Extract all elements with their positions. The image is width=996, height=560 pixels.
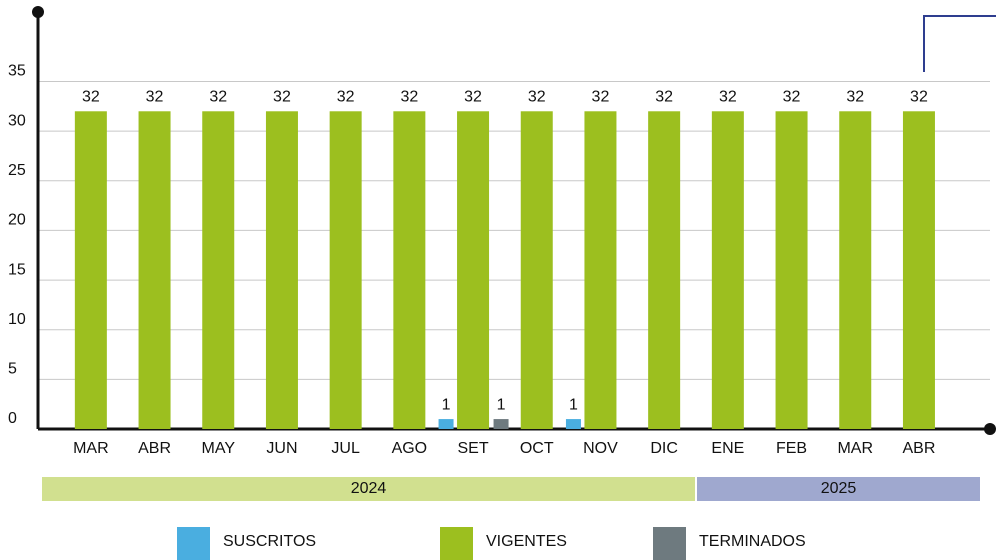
x-tick-label: AGO (392, 440, 428, 457)
bar (138, 111, 171, 430)
bar (74, 111, 107, 430)
year-band (697, 477, 980, 501)
value-label: 32 (464, 89, 482, 106)
value-label: 1 (442, 396, 451, 413)
y-tick-label: 35 (8, 63, 26, 80)
legend-label: SUSCRITOS (223, 533, 316, 550)
x-tick-label: ENE (711, 440, 744, 457)
bar (839, 111, 872, 430)
legend-swatch (440, 527, 473, 560)
value-label: 32 (146, 89, 164, 106)
x-tick-label: SET (457, 440, 488, 457)
value-label: 32 (592, 89, 610, 106)
legend-swatch (177, 527, 210, 560)
value-label: 32 (400, 89, 418, 106)
value-label: 32 (528, 89, 546, 106)
legend-swatch (653, 527, 686, 560)
value-label: 32 (719, 89, 737, 106)
value-label: 32 (337, 89, 355, 106)
x-tick-label: JUN (266, 440, 297, 457)
value-label: 32 (783, 89, 801, 106)
bar (202, 111, 235, 430)
value-label: 1 (569, 396, 578, 413)
bar (584, 111, 617, 430)
value-label: 32 (273, 89, 291, 106)
y-tick-label: 10 (8, 311, 26, 328)
year-band (42, 477, 695, 501)
bar (457, 111, 490, 430)
x-tick-label: MAY (202, 440, 236, 457)
bar (711, 111, 744, 430)
value-label: 32 (910, 89, 928, 106)
y-tick-label: 15 (8, 261, 26, 278)
bar (265, 111, 298, 430)
bar (393, 111, 426, 430)
y-tick-label: 0 (8, 410, 17, 427)
axis-end (984, 423, 996, 435)
x-tick-label: ABR (902, 440, 935, 457)
x-tick-label: DIC (650, 440, 678, 457)
value-label: 32 (209, 89, 227, 106)
legend-label: VIGENTES (486, 533, 567, 550)
year-label: 2025 (821, 480, 857, 497)
y-tick-label: 5 (8, 361, 17, 378)
year-label: 2024 (351, 480, 387, 497)
x-tick-label: JUL (331, 440, 360, 457)
legend-label: TERMINADOS (699, 533, 806, 550)
x-tick-label: MAR (73, 440, 109, 457)
bar (902, 111, 935, 430)
x-tick-label: OCT (520, 440, 554, 457)
value-label: 32 (82, 89, 100, 106)
value-label: 1 (497, 396, 506, 413)
bar (775, 111, 808, 430)
y-tick-label: 30 (8, 112, 26, 129)
bar (329, 111, 362, 430)
value-label: 32 (655, 89, 673, 106)
x-tick-label: NOV (583, 440, 618, 457)
decoration-line (923, 15, 996, 72)
bar (520, 111, 553, 430)
bar (493, 419, 509, 429)
y-tick-label: 20 (8, 212, 26, 229)
value-label: 32 (846, 89, 864, 106)
bar (438, 419, 454, 429)
y-tick-label: 25 (8, 162, 26, 179)
axis-end (32, 6, 44, 18)
bar (565, 419, 581, 429)
x-tick-label: FEB (776, 440, 807, 457)
x-tick-label: ABR (138, 440, 171, 457)
x-tick-label: MAR (837, 440, 873, 457)
bar (648, 111, 681, 430)
